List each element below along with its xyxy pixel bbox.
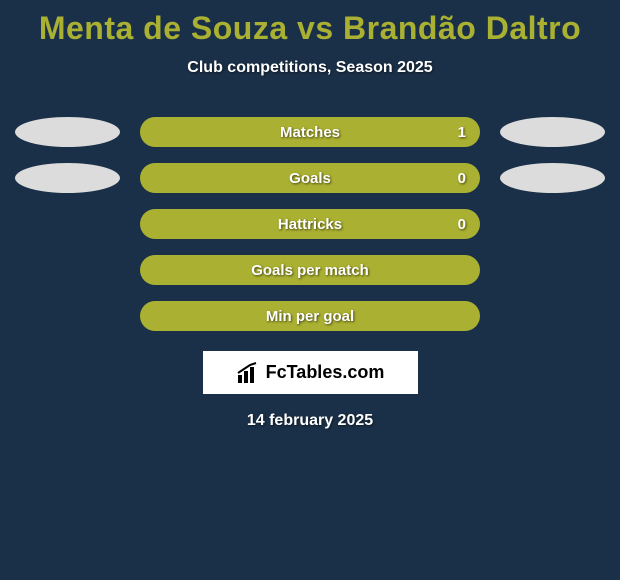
player-right-marker — [500, 163, 605, 193]
logo-text: FcTables.com — [266, 362, 385, 383]
player-right-marker — [500, 117, 605, 147]
stat-label: Hattricks — [278, 216, 342, 233]
stat-row-matches: Matches 1 — [10, 117, 610, 147]
stat-bar-matches: Matches 1 — [140, 117, 480, 147]
stat-value: 1 — [458, 124, 466, 141]
stat-row-hattricks: Hattricks 0 — [10, 209, 610, 239]
stat-row-goals-per-match: Goals per match — [10, 255, 610, 285]
player-left-marker — [15, 117, 120, 147]
main-container: Menta de Souza vs Brandão Daltro Club co… — [0, 0, 620, 430]
stat-label: Goals per match — [251, 262, 369, 279]
stat-value: 0 — [458, 170, 466, 187]
page-title: Menta de Souza vs Brandão Daltro — [0, 10, 620, 47]
stat-bar-min-per-goal: Min per goal — [140, 301, 480, 331]
stat-bar-goals-per-match: Goals per match — [140, 255, 480, 285]
logo-box: FcTables.com — [203, 351, 418, 394]
stat-label: Goals — [289, 170, 331, 187]
stat-value: 0 — [458, 216, 466, 233]
stats-area: Matches 1 Goals 0 Hattricks 0 Goals — [0, 117, 620, 331]
stat-bar-hattricks: Hattricks 0 — [140, 209, 480, 239]
stat-label: Min per goal — [266, 308, 354, 325]
footer-date: 14 february 2025 — [0, 412, 620, 430]
chart-icon — [236, 361, 260, 385]
stat-label: Matches — [280, 124, 340, 141]
page-subtitle: Club competitions, Season 2025 — [0, 59, 620, 77]
stat-row-min-per-goal: Min per goal — [10, 301, 610, 331]
player-left-marker — [15, 163, 120, 193]
stat-row-goals: Goals 0 — [10, 163, 610, 193]
stat-bar-goals: Goals 0 — [140, 163, 480, 193]
